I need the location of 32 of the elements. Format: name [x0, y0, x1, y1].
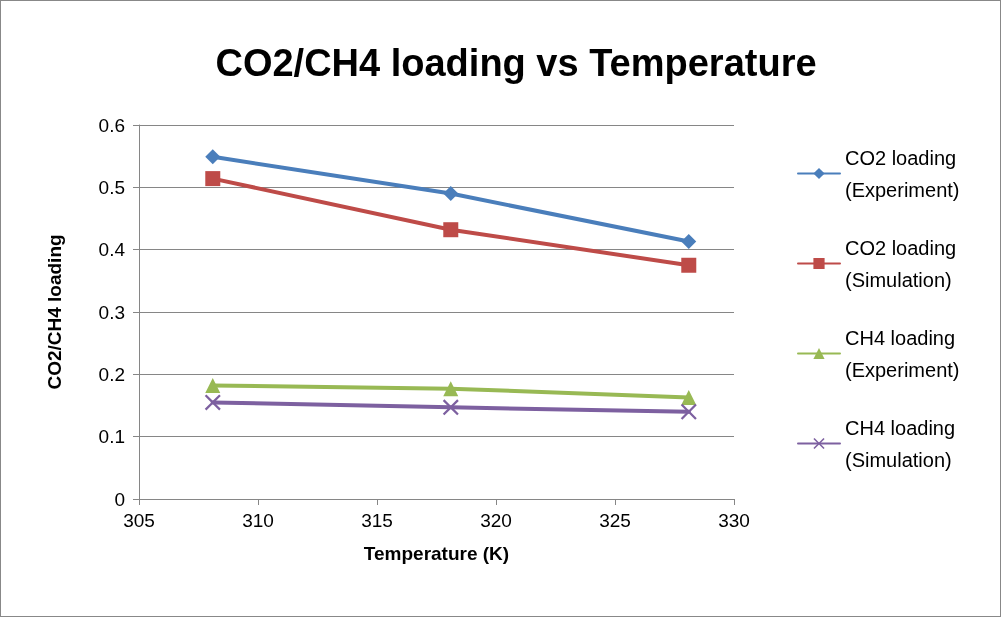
- point: [443, 222, 459, 238]
- x-tick-label: 315: [361, 510, 393, 531]
- y-tick-label: 0.3: [98, 301, 125, 323]
- legend-label: CH4 loading (Simulation): [845, 416, 961, 471]
- point: [680, 403, 697, 420]
- point: [681, 234, 697, 250]
- point: [205, 149, 221, 165]
- y-tick-label: 0.5: [98, 176, 125, 198]
- y-axis-title: CO2/CH4 loading: [44, 234, 65, 390]
- y-tick-label: 0.4: [98, 239, 126, 261]
- legend-label: CO2 loading (Experiment): [845, 146, 962, 201]
- y-tick-label: 0.2: [98, 363, 125, 385]
- point: [443, 186, 459, 202]
- x-tick-label: 305: [123, 510, 155, 531]
- point: [442, 399, 459, 416]
- legend-label: CH4 loading (Experiment): [845, 326, 961, 381]
- y-tick-label: 0.1: [98, 426, 125, 448]
- point: [681, 257, 697, 273]
- legend-label: CO2 loading (Simulation): [845, 236, 962, 291]
- point: [204, 394, 221, 411]
- point: [205, 378, 221, 394]
- point: [205, 171, 221, 187]
- x-axis-title: Temperature (K): [363, 543, 510, 564]
- x-tick-label: 320: [480, 510, 512, 531]
- x-tick-label: 310: [242, 510, 274, 531]
- x-tick-label: 325: [599, 510, 631, 531]
- y-tick-label: 0: [114, 488, 125, 510]
- point: [681, 389, 697, 405]
- chart-title: CO2/CH4 loading vs Temperature: [215, 42, 817, 84]
- x-tick-label: 330: [718, 510, 750, 531]
- point: [443, 381, 459, 397]
- y-tick-label: 0.6: [98, 114, 125, 136]
